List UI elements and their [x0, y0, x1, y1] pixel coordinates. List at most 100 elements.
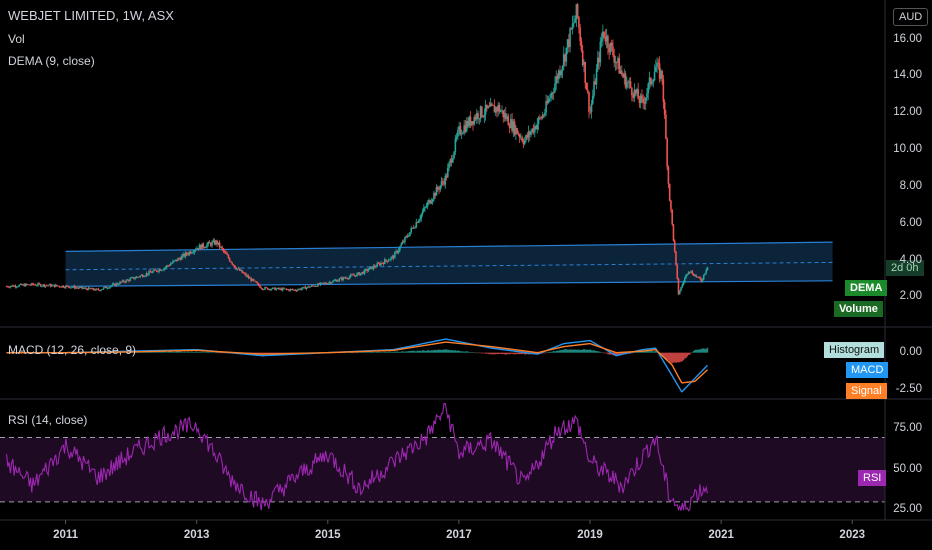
histogram-bar	[674, 352, 676, 363]
candle-body	[378, 263, 381, 266]
candle-body	[604, 36, 607, 42]
candle-body	[269, 288, 271, 290]
candle-body	[395, 250, 397, 253]
candle-body	[691, 271, 694, 275]
candle-body	[226, 253, 228, 256]
histogram-bar	[263, 352, 265, 354]
candle-body	[126, 279, 129, 281]
macd-legend[interactable]: MACD (12, 26, close, 9)	[8, 343, 137, 357]
candle-body	[535, 126, 537, 130]
candle-body	[699, 276, 701, 279]
histogram-bar	[618, 352, 620, 356]
histogram-bar	[147, 352, 149, 353]
histogram-bar	[376, 351, 378, 353]
rsi-legend[interactable]: RSI (14, close)	[8, 413, 88, 427]
candle-body	[157, 271, 159, 273]
histogram-bar	[453, 350, 455, 353]
histogram-bar	[193, 351, 196, 353]
candle-body	[547, 99, 550, 103]
candle-body	[545, 100, 547, 113]
dema-legend[interactable]: DEMA (9, close)	[8, 54, 95, 68]
histogram-bar	[549, 351, 551, 353]
candle-body	[472, 121, 474, 125]
candle-body	[140, 274, 143, 276]
histogram-bar	[191, 351, 193, 353]
currency-button[interactable]: AUD	[893, 8, 929, 26]
candle-body	[499, 111, 502, 112]
histogram-bar	[350, 352, 352, 353]
candle-body	[192, 252, 194, 254]
histogram-bar	[680, 352, 682, 362]
histogram-bar	[415, 351, 417, 353]
histogram-bar	[343, 352, 346, 354]
histogram-bar	[163, 351, 165, 353]
candle-body	[237, 268, 240, 270]
candle-body	[470, 121, 473, 126]
histogram-bar	[184, 352, 187, 353]
rsi-pane[interactable]	[0, 403, 885, 512]
histogram-bar	[390, 352, 392, 353]
channel-lower-line	[65, 280, 833, 287]
macd-pane[interactable]	[5, 338, 709, 393]
histogram-bar	[202, 352, 204, 353]
candle-body	[457, 130, 459, 137]
candle-body	[644, 97, 647, 104]
histogram-bar	[690, 352, 692, 354]
candle-body	[497, 104, 500, 112]
candle-body	[661, 70, 663, 80]
candle-body	[492, 105, 494, 106]
histogram-bar	[169, 351, 172, 353]
histogram-bar	[471, 352, 473, 353]
candle-body	[246, 275, 249, 277]
histogram-bar	[701, 348, 704, 353]
candle-body	[653, 71, 656, 81]
candle-body	[208, 241, 211, 244]
candle-body	[80, 286, 82, 288]
histogram-bar	[165, 352, 168, 353]
candle-body	[159, 269, 162, 271]
candle-body	[546, 100, 549, 103]
histogram-bar	[439, 349, 441, 353]
candle-body	[594, 81, 597, 85]
candle-body	[649, 77, 652, 85]
candle-body	[678, 290, 681, 295]
histogram-bar	[495, 352, 497, 355]
channel-upper-line	[65, 241, 833, 252]
histogram-bar	[396, 351, 399, 353]
x-tick-label: 2017	[446, 529, 472, 541]
candle-body	[662, 79, 665, 102]
histogram-bar	[201, 351, 203, 353]
candle-body	[254, 280, 256, 282]
candle-body	[66, 285, 68, 287]
candle-body	[590, 103, 593, 112]
candle-body	[416, 222, 419, 223]
vol-legend[interactable]: Vol	[8, 32, 25, 46]
candle-body	[458, 126, 460, 131]
histogram-bar	[458, 350, 460, 353]
histogram-bar	[160, 351, 163, 353]
histogram-bar	[379, 352, 381, 353]
candle-body	[85, 287, 87, 289]
candle-body	[516, 128, 518, 134]
histogram-bar	[449, 350, 452, 353]
histogram-bar	[445, 349, 448, 353]
candle-body	[632, 95, 634, 98]
candle-body	[178, 258, 181, 259]
candle-body	[141, 274, 144, 277]
candle-body	[273, 287, 275, 289]
candle-body	[334, 280, 337, 281]
price-tick-label: 4.00	[899, 253, 922, 266]
price-pane[interactable]	[5, 2, 833, 296]
candle-body	[94, 289, 96, 291]
candle-body	[617, 58, 619, 63]
histogram-bar	[505, 352, 507, 355]
histogram-bar	[168, 351, 170, 353]
candle-body	[356, 273, 358, 277]
histogram-bar	[486, 352, 488, 354]
candle-body	[110, 285, 112, 287]
candle-body	[54, 284, 57, 287]
candle-body	[238, 268, 241, 271]
candle-body	[588, 91, 590, 112]
histogram-bar	[351, 352, 353, 354]
